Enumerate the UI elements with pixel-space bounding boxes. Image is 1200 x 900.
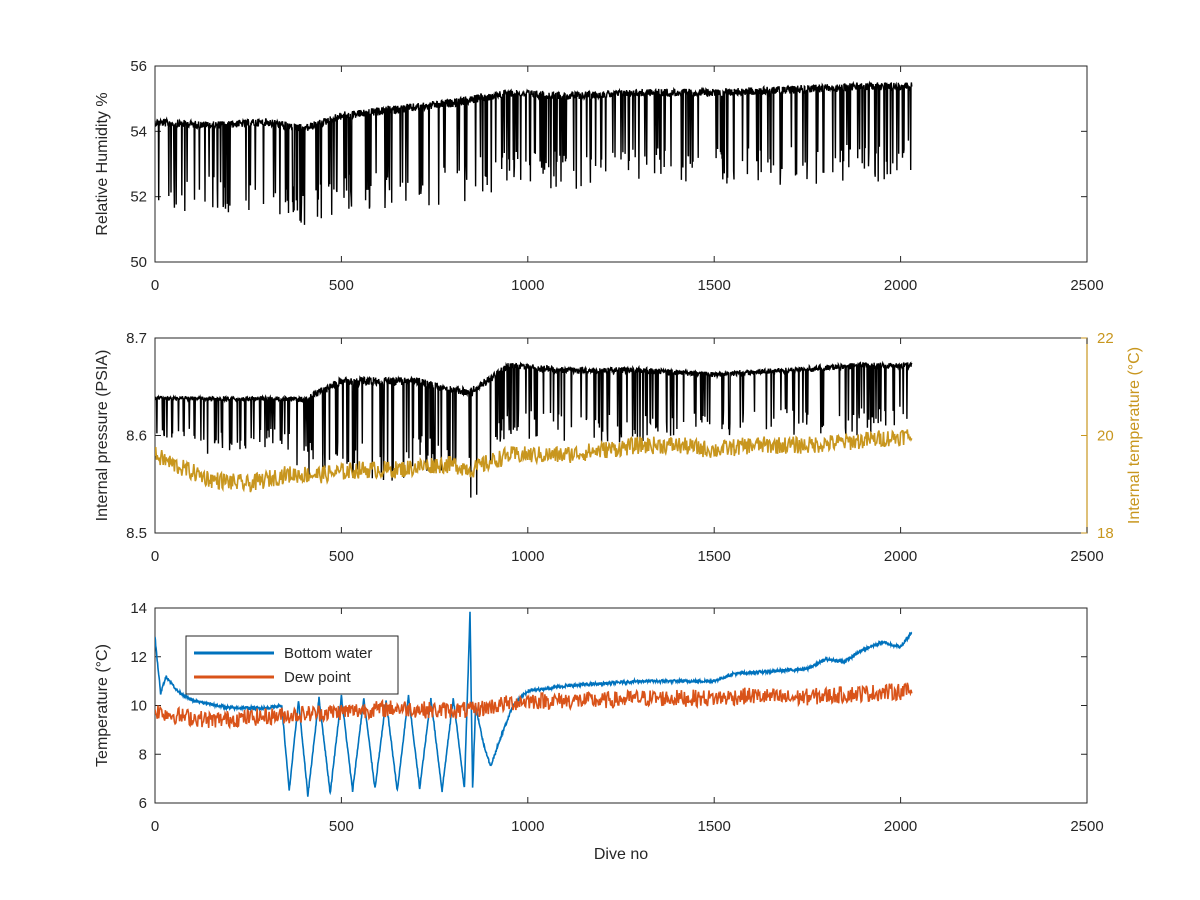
y2-axis-label: Internal temperature (°C) <box>1126 347 1143 524</box>
y-tick-label: 14 <box>130 600 147 617</box>
y-tick-label: 12 <box>130 649 147 666</box>
legend-label: Bottom water <box>284 645 372 662</box>
y-tick-label: 56 <box>130 58 147 75</box>
x-tick-label: 2500 <box>1070 277 1103 294</box>
y2-tick-label: 22 <box>1097 330 1114 347</box>
x-tick-label: 0 <box>151 277 159 294</box>
subplot-3: 0 500 1000 1500 2000 2500 6 8 10 12 14 Temperature … <box>94 600 1104 863</box>
series-line-1-0 <box>155 360 913 498</box>
y-tick-label: 10 <box>130 698 147 715</box>
y-axis-label: Internal pressure (PSIA) <box>94 350 111 522</box>
legend-box <box>185 635 399 695</box>
x-tick-label: 2000 <box>884 818 917 835</box>
y-axis-label: Temperature (°C) <box>94 644 111 767</box>
x-tick-label: 1000 <box>511 277 544 294</box>
x-axis-label: Dive no <box>594 846 648 863</box>
y-tick-label: 54 <box>130 123 147 140</box>
x-tick-label: 2500 <box>1070 548 1103 565</box>
x-tick-label: 1500 <box>698 818 731 835</box>
x-tick-label: 0 <box>151 548 159 565</box>
x-tick-label: 2500 <box>1070 818 1103 835</box>
x-tick-label: 0 <box>151 818 159 835</box>
y-tick-label: 8 <box>139 746 147 763</box>
x-tick-label: 500 <box>329 818 354 835</box>
series-line-1-1 <box>155 429 913 493</box>
legend: Bottom water Dew point <box>185 635 399 695</box>
y-tick-label: 8.5 <box>126 525 147 542</box>
subplot-2: 0 500 1000 1500 2000 2500 8.5 8.6 8.7 18 20 22 Inter… <box>94 330 1143 565</box>
series-line-dew-point <box>155 682 913 730</box>
subplot-1: 0 500 1000 1500 2000 2500 50 52 54 56 Relative Hum… <box>94 58 1104 294</box>
y2-tick-label: 18 <box>1097 525 1114 542</box>
x-tick-label: 2000 <box>884 277 917 294</box>
series-line-0-0 <box>155 80 913 225</box>
axes-box <box>154 65 1088 263</box>
x-tick-label: 500 <box>329 277 354 294</box>
x-tick-label: 1500 <box>698 277 731 294</box>
series-line-bottom-water <box>155 611 913 797</box>
legend-label: Dew point <box>284 669 352 686</box>
y-tick-label: 6 <box>139 795 147 812</box>
y2-tick-label: 20 <box>1097 428 1114 445</box>
y-tick-label: 52 <box>130 189 147 206</box>
x-tick-label: 2000 <box>884 548 917 565</box>
x-tick-label: 500 <box>329 548 354 565</box>
x-tick-label: 1500 <box>698 548 731 565</box>
y-axis-label: Relative Humidity % <box>94 92 111 235</box>
y-tick-label: 8.7 <box>126 330 147 347</box>
x-tick-label: 1000 <box>511 548 544 565</box>
x-tick-label: 1000 <box>511 818 544 835</box>
y-tick-label: 50 <box>130 254 147 271</box>
y-tick-label: 8.6 <box>126 428 147 445</box>
